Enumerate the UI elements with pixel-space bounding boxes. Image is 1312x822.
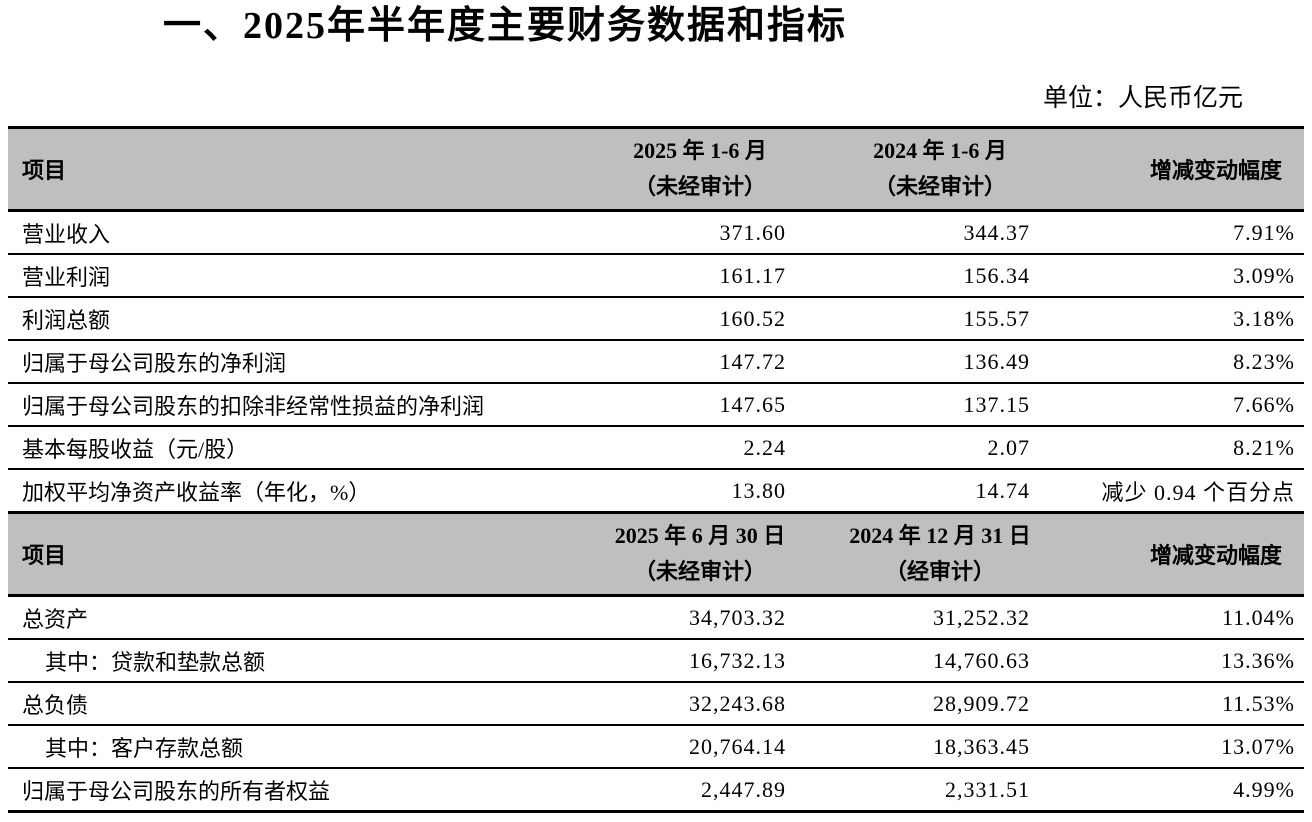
- page-title: 一、2025年半年度主要财务数据和指标: [163, 5, 848, 47]
- col-header-item: 项目: [8, 126, 580, 212]
- balance-table-header-row: 项目 2025 年 6 月 30 日 （未经审计） 2024 年 12 月 31…: [8, 511, 1304, 597]
- value-2025: 160.52: [580, 297, 820, 341]
- value-2024: 28,909.72: [820, 682, 1060, 726]
- table-row: 归属于母公司股东的扣除非经常性损益的净利润 147.65 137.15 7.66…: [8, 383, 1304, 427]
- header-line: 2025 年 6 月 30 日: [614, 523, 786, 548]
- table-row: 其中：客户存款总额 20,764.14 18,363.45 13.07%: [8, 725, 1304, 769]
- value-2024: 31,252.32: [820, 595, 1060, 640]
- col-header-2024-date: 2024 年 12 月 31 日 （经审计）: [820, 511, 1060, 597]
- header-line: 2024 年 1-6 月: [873, 138, 1007, 163]
- value-2025: 20,764.14: [580, 725, 820, 769]
- header-line: 2024 年 12 月 31 日: [849, 523, 1031, 548]
- header-line: （经审计）: [884, 559, 995, 584]
- value-2024: 344.37: [820, 210, 1060, 255]
- value-2025: 34,703.32: [580, 595, 820, 640]
- value-change: 7.66%: [1060, 383, 1304, 427]
- table-row: 营业利润 161.17 156.34 3.09%: [8, 254, 1304, 298]
- value-2024: 156.34: [820, 254, 1060, 298]
- value-2024: 2.07: [820, 426, 1060, 470]
- row-label: 归属于母公司股东的所有者权益: [8, 768, 580, 813]
- row-label: 利润总额: [8, 297, 580, 341]
- value-2024: 136.49: [820, 340, 1060, 384]
- col-header-2025-date: 2025 年 6 月 30 日 （未经审计）: [580, 511, 820, 597]
- header-line: （未经审计）: [633, 174, 766, 199]
- value-2024: 18,363.45: [820, 725, 1060, 769]
- col-header-change: 增减变动幅度: [1060, 126, 1304, 212]
- col-header-change: 增减变动幅度: [1060, 511, 1304, 597]
- unit-label: 单位：人民币亿元: [1042, 85, 1243, 112]
- value-change: 13.07%: [1060, 725, 1304, 769]
- row-label: 总资产: [8, 595, 580, 640]
- value-2024: 14.74: [820, 469, 1060, 514]
- value-change: 11.04%: [1060, 595, 1304, 640]
- value-2025: 147.72: [580, 340, 820, 384]
- value-2025: 161.17: [580, 254, 820, 298]
- value-change: 8.21%: [1060, 426, 1304, 470]
- row-label: 总负债: [8, 682, 580, 726]
- value-2025: 13.80: [580, 469, 820, 514]
- table-row: 总负债 32,243.68 28,909.72 11.53%: [8, 682, 1304, 726]
- income-table-header-row: 项目 2025 年 1-6 月 （未经审计） 2024 年 1-6 月 （未经审…: [8, 126, 1304, 212]
- table-row: 营业收入 371.60 344.37 7.91%: [8, 210, 1304, 255]
- header-line: （未经审计）: [873, 174, 1006, 199]
- value-change: 8.23%: [1060, 340, 1304, 384]
- value-2025: 16,732.13: [580, 639, 820, 683]
- row-label: 基本每股收益（元/股）: [8, 426, 580, 470]
- value-change: 3.09%: [1060, 254, 1304, 298]
- value-2024: 137.15: [820, 383, 1060, 427]
- value-2025: 147.65: [580, 383, 820, 427]
- table-row: 基本每股收益（元/股） 2.24 2.07 8.21%: [8, 426, 1304, 470]
- table-row: 其中：贷款和垫款总额 16,732.13 14,760.63 13.36%: [8, 639, 1304, 683]
- value-2025: 371.60: [580, 210, 820, 255]
- value-2024: 155.57: [820, 297, 1060, 341]
- table-row: 利润总额 160.52 155.57 3.18%: [8, 297, 1304, 341]
- value-2025: 2,447.89: [580, 768, 820, 813]
- row-label: 营业收入: [8, 210, 580, 255]
- col-header-item: 项目: [8, 511, 580, 597]
- value-change: 7.91%: [1060, 210, 1304, 255]
- table-row: 归属于母公司股东的净利润 147.72 136.49 8.23%: [8, 340, 1304, 384]
- value-change: 4.99%: [1060, 768, 1304, 813]
- table-row: 归属于母公司股东的所有者权益 2,447.89 2,331.51 4.99%: [8, 768, 1304, 813]
- row-label: 归属于母公司股东的净利润: [8, 340, 580, 384]
- row-label: 其中：贷款和垫款总额: [8, 639, 580, 683]
- value-2024: 14,760.63: [820, 639, 1060, 683]
- value-2024: 2,331.51: [820, 768, 1060, 813]
- header-line: 2025 年 1-6 月: [633, 138, 767, 163]
- row-label: 归属于母公司股东的扣除非经常性损益的净利润: [8, 383, 580, 427]
- table-row: 加权平均净资产收益率（年化，%） 13.80 14.74 减少 0.94 个百分…: [8, 469, 1304, 514]
- value-2025: 2.24: [580, 426, 820, 470]
- col-header-2025-period: 2025 年 1-6 月 （未经审计）: [580, 126, 820, 212]
- col-header-2024-period: 2024 年 1-6 月 （未经审计）: [820, 126, 1060, 212]
- row-label: 其中：客户存款总额: [8, 725, 580, 769]
- row-label: 营业利润: [8, 254, 580, 298]
- table-row: 总资产 34,703.32 31,252.32 11.04%: [8, 595, 1304, 640]
- financial-summary-table: 项目 2025 年 1-6 月 （未经审计） 2024 年 1-6 月 （未经审…: [8, 126, 1304, 813]
- header-line: （未经审计）: [633, 559, 766, 584]
- value-change: 13.36%: [1060, 639, 1304, 683]
- row-label: 加权平均净资产收益率（年化，%）: [8, 469, 580, 514]
- value-change: 11.53%: [1060, 682, 1304, 726]
- value-change: 3.18%: [1060, 297, 1304, 341]
- value-2025: 32,243.68: [580, 682, 820, 726]
- value-change: 减少 0.94 个百分点: [1060, 469, 1304, 514]
